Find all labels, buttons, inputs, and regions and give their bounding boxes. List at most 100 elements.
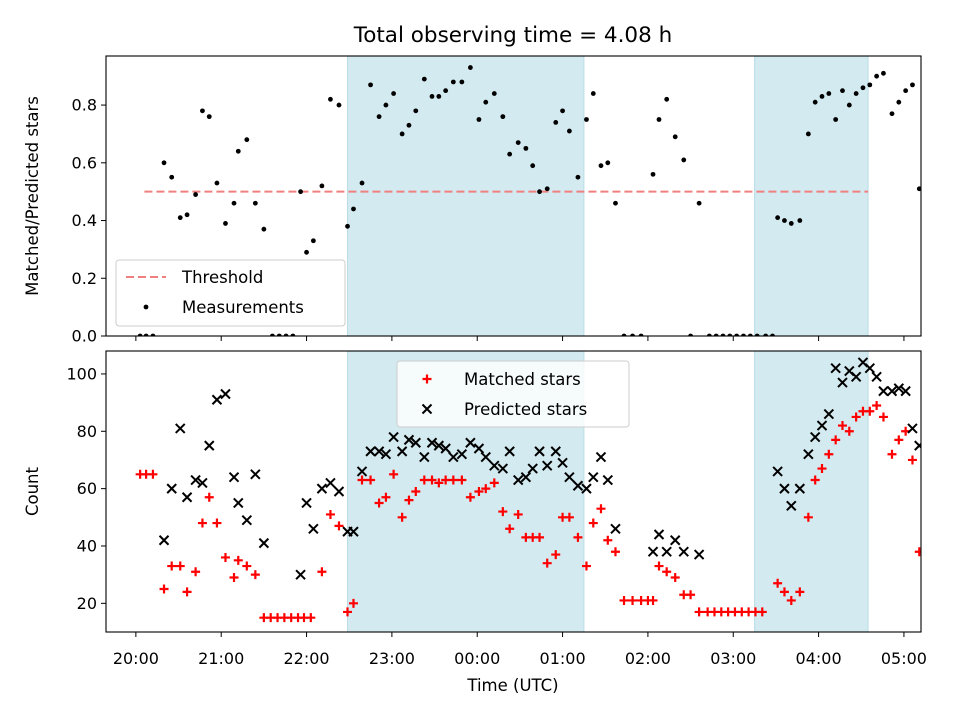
- data-point: [399, 131, 405, 137]
- data-point: [747, 333, 753, 336]
- x-tick-label: 00:00: [454, 649, 500, 668]
- data-point: [366, 475, 376, 485]
- data-point: [161, 160, 167, 166]
- data-point: [190, 474, 201, 486]
- data-point: [465, 437, 476, 448]
- data-point: [914, 440, 921, 451]
- data-point: [754, 333, 760, 336]
- data-point: [429, 94, 435, 99]
- data-point: [542, 460, 553, 471]
- data-point: [334, 521, 344, 531]
- data-point: [158, 535, 170, 546]
- data-point: [427, 475, 437, 485]
- data-point: [481, 484, 491, 494]
- data-point: [368, 82, 373, 88]
- data-point: [630, 333, 635, 336]
- data-point: [534, 446, 545, 457]
- data-point: [688, 333, 693, 336]
- data-point: [865, 406, 875, 416]
- data-point: [403, 434, 415, 446]
- data-point: [374, 498, 384, 508]
- data-point: [922, 547, 931, 556]
- data-point: [512, 474, 524, 486]
- data-point: [381, 492, 391, 502]
- data-point: [887, 449, 897, 459]
- data-point: [348, 526, 359, 537]
- data-point: [860, 85, 866, 91]
- data-point: [421, 76, 427, 82]
- data-point: [436, 94, 442, 99]
- data-point: [505, 524, 515, 534]
- data-point: [328, 96, 333, 102]
- data-point: [356, 466, 368, 477]
- data-point: [596, 504, 606, 514]
- data-point: [456, 449, 468, 460]
- data-point: [137, 333, 143, 336]
- data-point: [650, 171, 656, 177]
- data-point: [664, 96, 670, 102]
- data-point: [298, 189, 303, 195]
- data-point: [914, 547, 921, 557]
- data-point: [837, 421, 847, 431]
- data-point: [872, 400, 882, 410]
- data-point: [851, 412, 861, 422]
- data-point: [396, 446, 408, 457]
- observing-window-2: [754, 55, 869, 337]
- data-point: [404, 495, 414, 505]
- data-point: [166, 483, 177, 494]
- data-point: [197, 518, 207, 528]
- legend-measurements-swatch: [143, 304, 149, 310]
- data-point: [426, 437, 438, 448]
- data-point: [907, 455, 917, 465]
- y-tick-label: 0.4: [72, 211, 97, 230]
- x-tick-label: 05:00: [881, 649, 927, 668]
- data-point: [654, 561, 664, 571]
- observing-window-1: [347, 55, 585, 337]
- data-point: [523, 145, 529, 151]
- data-point: [359, 180, 365, 186]
- data-point: [191, 567, 201, 577]
- data-point: [252, 200, 258, 206]
- data-point: [468, 65, 473, 70]
- data-point: [317, 567, 327, 577]
- y-tick-label: 60: [77, 479, 97, 498]
- data-point: [794, 483, 806, 494]
- data-point: [336, 102, 342, 108]
- data-point: [229, 573, 239, 583]
- data-point: [581, 483, 592, 494]
- data-point: [930, 487, 939, 496]
- data-point: [365, 446, 376, 457]
- data-point: [483, 99, 489, 105]
- data-point: [319, 183, 325, 189]
- data-point: [250, 570, 260, 580]
- data-point: [325, 477, 336, 489]
- data-point: [175, 561, 185, 571]
- y-tick-label: 40: [77, 536, 97, 555]
- data-point: [894, 435, 904, 445]
- data-point: [590, 91, 596, 96]
- x-tick-label: 21:00: [198, 649, 244, 668]
- data-point: [204, 492, 214, 502]
- data-point: [853, 91, 859, 96]
- data-point: [560, 108, 565, 114]
- data-point: [383, 102, 389, 108]
- data-point: [235, 148, 241, 154]
- data-point: [864, 362, 876, 374]
- data-point: [143, 333, 149, 336]
- data-point: [184, 212, 190, 218]
- data-point: [844, 426, 854, 436]
- data-point: [871, 371, 882, 383]
- data-point: [566, 128, 572, 134]
- data-point: [881, 70, 886, 76]
- data-point: [376, 114, 382, 120]
- data-point: [930, 599, 939, 608]
- data-point: [167, 561, 177, 571]
- data-point: [489, 460, 500, 471]
- data-point: [573, 532, 583, 542]
- data-point: [200, 108, 205, 114]
- data-point: [473, 443, 485, 454]
- data-point: [803, 449, 814, 460]
- data-point: [647, 546, 659, 557]
- data-point: [343, 607, 353, 617]
- data-point: [373, 446, 385, 457]
